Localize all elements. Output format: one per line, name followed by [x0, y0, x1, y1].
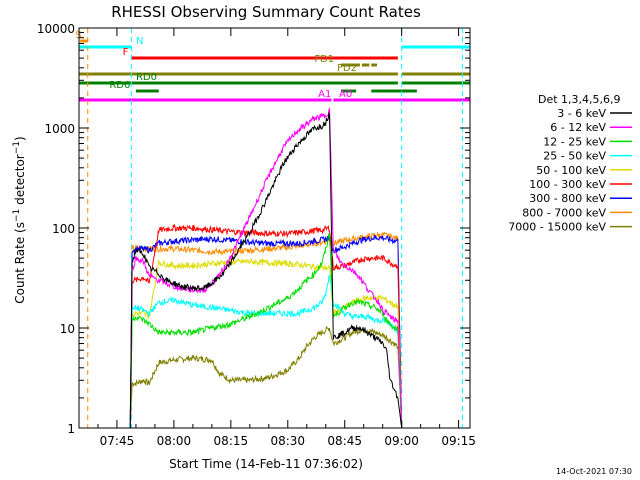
series-line-1 [129, 107, 403, 429]
series-line-7 [129, 231, 403, 429]
x-tick-label-3: 08:30 [270, 434, 305, 448]
legend-label-3: 25 - 50 keV [543, 150, 606, 163]
series-line-5 [129, 223, 403, 429]
legend-label-6: 300 - 800 keV [529, 192, 606, 205]
legend-title: Det 1,3,4,5,6,9 [538, 93, 621, 106]
x-tick-label-4: 08:45 [327, 434, 362, 448]
series-line-8 [129, 325, 403, 429]
series-line-2 [129, 233, 403, 429]
series-lines [129, 107, 403, 429]
x-tick-label-0: 07:45 [100, 434, 135, 448]
x-axis-label: Start Time (14-Feb-11 07:36:02) [169, 457, 363, 471]
legend-label-7: 800 - 7000 keV [522, 206, 606, 219]
y-axis-label-sup2: −1 [12, 141, 22, 154]
series-line-6 [129, 234, 403, 429]
flag-label-fd2: FD2 [337, 63, 357, 74]
y-tick-label-1: 10 [60, 322, 75, 336]
y-axis-label: Count Rate (s−1 detector−1) [12, 136, 27, 303]
x-tick-label-1: 08:00 [157, 434, 192, 448]
series-line-0 [129, 111, 403, 429]
legend-label-2: 12 - 25 keV [543, 135, 606, 148]
x-tick-label-2: 08:15 [214, 434, 249, 448]
attenuator-vlines [78, 28, 463, 428]
y-tick-label-4: 10000 [37, 22, 75, 36]
flag-label-a1: A1 [318, 89, 331, 100]
flag-label-a0: A0 [339, 89, 352, 100]
y-axis-label-sup: −1 [12, 209, 22, 222]
series-line-3 [129, 274, 403, 429]
flag-label-rd0: RD0 [136, 72, 157, 83]
legend-label-0: 3 - 6 keV [557, 107, 606, 120]
y-tick-label-2: 100 [52, 222, 75, 236]
flag-label-n: N [136, 36, 143, 47]
y-axis-label-pre: Count Rate (s [13, 222, 27, 304]
y-tick-label-3: 1000 [44, 122, 75, 136]
flag-label-s: S [75, 30, 81, 41]
y-axis-label-post: ) [13, 136, 27, 141]
flag-label-fd1: FD1 [314, 54, 334, 65]
axes: 07:45 08:00 08:15 08:30 08:45 09:00 09:15 1 10 10… [37, 22, 476, 448]
plot-frame [78, 27, 471, 429]
y-tick-label-0: 1 [67, 422, 75, 436]
legend-label-5: 100 - 300 keV [529, 178, 606, 191]
legend-label-4: 50 - 100 keV [536, 164, 606, 177]
timestamp: 14-Oct-2021 07:30 [556, 467, 632, 476]
flag-label-f: F [123, 47, 129, 58]
x-tick-label-6: 09:15 [441, 434, 476, 448]
chart-title: RHESSI Observing Summary Count Rates [111, 3, 421, 21]
legend-label-1: 6 - 12 keV [550, 121, 606, 134]
flag-label-rd6: RD6 [109, 80, 130, 91]
x-tick-label-5: 09:00 [384, 434, 419, 448]
legend-label-8: 7000 - 15000 keV [508, 221, 606, 234]
y-axis-label-mid: detector [13, 154, 27, 209]
